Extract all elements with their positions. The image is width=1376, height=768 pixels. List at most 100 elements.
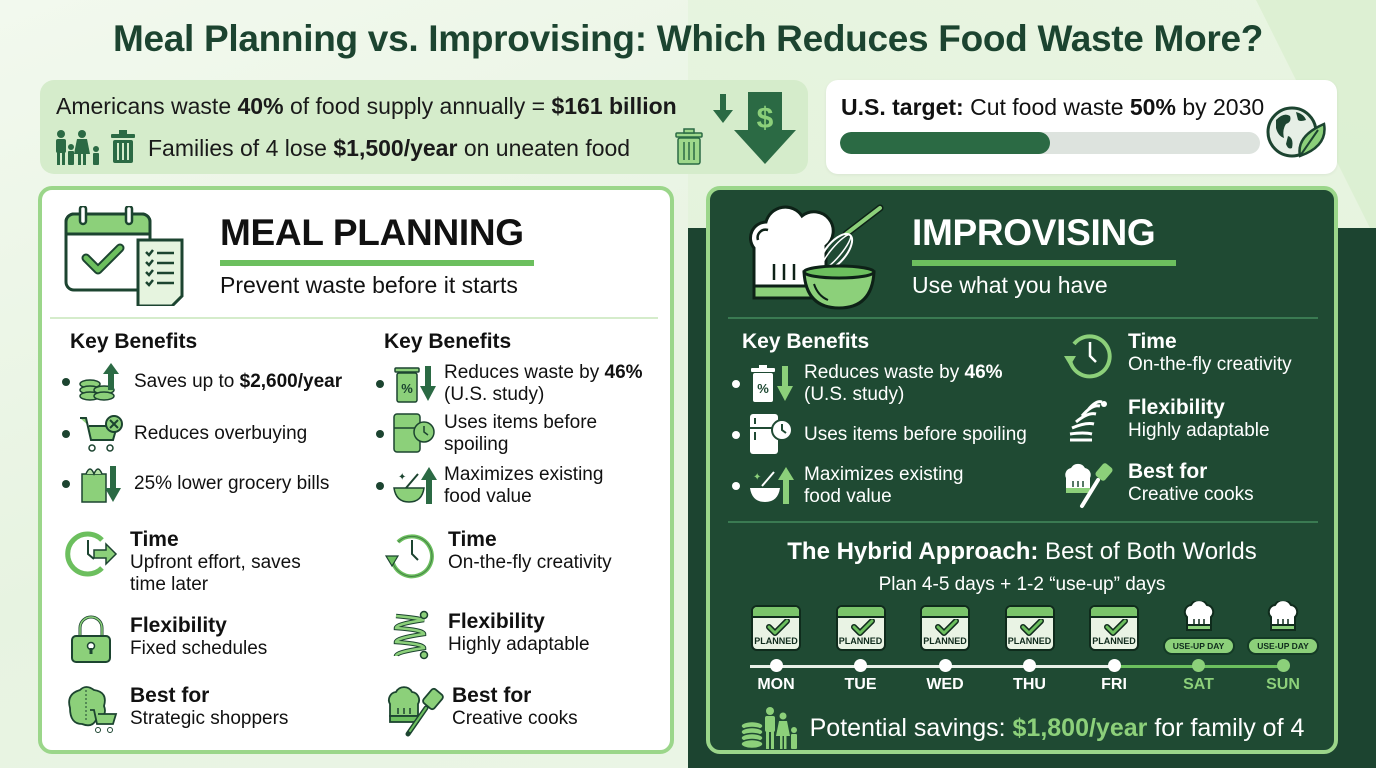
- timeline-dot: [854, 659, 867, 672]
- savings-amount: $1,800/year: [1012, 713, 1148, 742]
- attribute-title: Best for: [1128, 460, 1208, 483]
- down-arrow-icon: [713, 94, 733, 123]
- chef-hat-spatula-icon: [1065, 463, 1113, 508]
- stat-text: on uneaten food: [457, 135, 631, 161]
- attribute-title: Time: [1128, 330, 1177, 353]
- benefit-item: Uses items before spoiling: [376, 412, 597, 456]
- fridge-clock-icon: [393, 413, 435, 453]
- day-badge: PLANNED: [838, 636, 883, 646]
- benefit-item: Uses items before spoiling: [732, 412, 1027, 458]
- grocery-bag-down-icon: [81, 466, 121, 503]
- bullet: [376, 482, 384, 490]
- attribute-title: Flexibility: [448, 610, 545, 633]
- bullet: [376, 380, 384, 388]
- attribute-desc: Creative cooks: [1128, 484, 1254, 505]
- benefit-text: Reduces waste by 46% (U.S. study): [444, 362, 643, 406]
- hybrid-title-bold: The Hybrid Approach:: [787, 538, 1039, 565]
- use-up-day-badge: USE-UP DAY: [1162, 637, 1235, 655]
- timeline-dot: [1107, 659, 1121, 672]
- bullet: [62, 480, 70, 488]
- attribute-text: Best for Creative cooks: [1128, 460, 1254, 506]
- attribute-title: Time: [448, 528, 497, 551]
- benefit-text-part: Maximizes existing: [444, 464, 604, 485]
- fridge-clock-icon: [750, 414, 793, 454]
- savings-text-part: for family of 4: [1147, 713, 1305, 742]
- benefit-text-part: food value: [804, 486, 892, 507]
- attribute-desc: Highly adaptable: [448, 634, 590, 655]
- hybrid-title: The Hybrid Approach: Best of Both Worlds: [710, 538, 1334, 566]
- bullet: [732, 431, 740, 439]
- stat-text: Americans waste: [56, 93, 238, 119]
- stat-amount: $161 billion: [551, 93, 677, 119]
- hybrid-subtitle: Plan 4-5 days + 1-2 “use-up” days: [878, 574, 1166, 595]
- attribute-desc: Fixed schedules: [130, 638, 268, 659]
- section-divider: [50, 317, 658, 319]
- chef-hat-icon: [1267, 601, 1299, 631]
- target-text: U.S. target: Cut food waste 50% by 2030: [841, 94, 1264, 121]
- attribute-title: Flexibility: [1128, 396, 1225, 419]
- stat-line-families: Families of 4 lose $1,500/year on uneate…: [148, 135, 630, 162]
- timeline-dot: [1192, 659, 1205, 672]
- chef-hat-icon: [1183, 601, 1214, 631]
- chef-hat-spatula-icon: [388, 686, 444, 737]
- hybrid-title-rest: Best of Both Worlds: [1038, 538, 1257, 565]
- meal-planning-title: MEAL PLANNING: [220, 212, 524, 253]
- target-progress-fill: [840, 132, 1050, 154]
- stat-line-waste: Americans waste 40% of food supply annua…: [56, 93, 677, 120]
- attribute-best-for: Best for Strategic shoppers: [64, 684, 288, 736]
- benefit-text: Reduces overbuying: [134, 423, 308, 444]
- svg-text:%: %: [757, 381, 769, 396]
- day-badge: PLANNED: [754, 636, 798, 646]
- svg-text:$: $: [757, 102, 774, 135]
- bin-percent-down-icon: %: [394, 366, 436, 403]
- day-label: WED: [926, 676, 964, 693]
- planned-calendar-icon: PLANNED: [920, 605, 970, 651]
- benefit-text: Maximizes existing food value: [444, 464, 603, 508]
- planned-calendar-icon: PLANNED: [835, 605, 886, 651]
- section-divider: [728, 521, 1318, 523]
- planned-calendar-icon: PLANNED: [1004, 605, 1055, 651]
- attribute-text: Time On-the-fly creativity: [1128, 330, 1292, 376]
- attribute-title: Best for: [130, 684, 210, 707]
- stat-amount: $1,500/year: [333, 135, 458, 161]
- improvising-card: IMPROVISING Use what you have Key Benefi…: [706, 186, 1338, 754]
- benefit-item: Saves up to $2,600/year: [62, 362, 342, 402]
- timeline-dot: [769, 659, 783, 672]
- day-label: FRI: [1101, 676, 1127, 693]
- title-underline: [220, 260, 534, 266]
- attribute-flexibility: Flexibility Highly adaptable: [384, 610, 590, 660]
- bullet: [376, 430, 384, 438]
- attribute-time: Time On-the-fly creativity: [384, 528, 612, 580]
- bullet: [732, 482, 740, 490]
- benefit-text-part: food value: [444, 486, 532, 507]
- bullet: [62, 430, 70, 438]
- waste-stats-box: Americans waste 40% of food supply annua…: [40, 80, 808, 174]
- attribute-text: Best for Creative cooks: [452, 684, 578, 730]
- trash-can-icon: [675, 128, 703, 165]
- savings-text-part: Potential savings:: [809, 713, 1013, 742]
- use-up-day-badge: USE-UP DAY: [1247, 637, 1319, 655]
- key-benefits-heading: Key Benefits: [742, 330, 870, 353]
- attribute-flexibility: Flexibility Highly adaptable: [1062, 396, 1270, 446]
- benefit-text-part: (U.S. study): [444, 384, 545, 405]
- svg-text:✦: ✦: [753, 472, 761, 483]
- attribute-desc: Creative cooks: [452, 708, 578, 729]
- section-divider: [728, 317, 1318, 319]
- benefit-text: Saves up to $2,600/year: [134, 371, 342, 393]
- benefit-item: ✦ Maximizes existing food value: [732, 464, 963, 508]
- day-badge: PLANNED: [1092, 636, 1136, 646]
- clock-rewind-icon: [1064, 334, 1112, 379]
- benefit-item: % Reduces waste by 46% (U.S. study): [376, 362, 643, 406]
- day-label: TUE: [844, 676, 877, 693]
- benefit-text-part: Saves up to: [134, 371, 240, 392]
- stat-text: Families of 4 lose: [148, 135, 334, 161]
- stat-percent: 40%: [237, 93, 284, 119]
- improvising-subtitle: Use what you have: [912, 272, 1108, 298]
- day-badge: PLANNED: [1007, 636, 1052, 646]
- timeline-dot: [938, 659, 952, 672]
- day-label: SAT: [1183, 676, 1214, 693]
- page-title: Meal Planning vs. Improvising: Which Red…: [112, 18, 1264, 59]
- clock-forward-icon: [65, 531, 118, 577]
- benefit-text: Uses items before spoiling: [444, 412, 597, 456]
- target-text-part: by 2030: [1175, 94, 1265, 120]
